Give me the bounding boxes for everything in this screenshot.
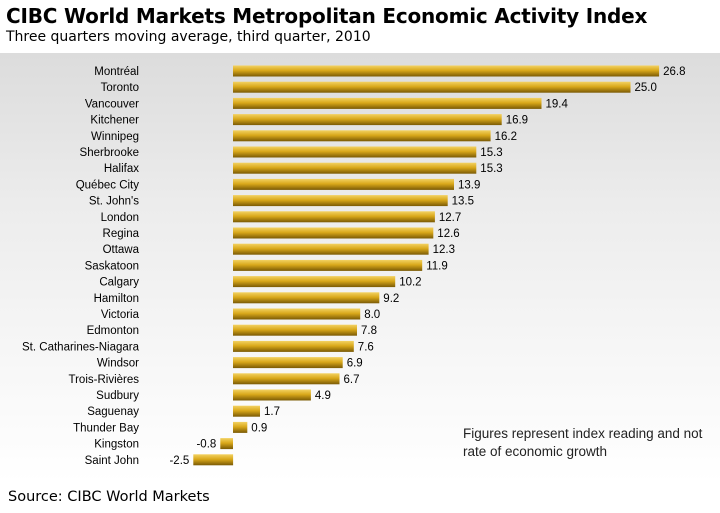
bar-11	[233, 243, 429, 255]
bar-21	[233, 405, 260, 417]
bar-8	[233, 195, 448, 207]
value-label: 7.6	[358, 341, 374, 353]
category-label: St. Catharines-Niagara	[22, 341, 140, 353]
category-label: Québec City	[76, 179, 140, 191]
bar-4	[233, 130, 491, 142]
category-label: Thunder Bay	[73, 422, 139, 434]
bar-15	[233, 308, 361, 320]
value-label: 16.9	[506, 115, 528, 127]
category-label: Saguenay	[87, 406, 139, 418]
value-label: 12.6	[437, 228, 459, 240]
category-label: Calgary	[99, 277, 139, 289]
category-label: Kingston	[94, 439, 139, 451]
bar-14	[233, 292, 380, 304]
bar-24	[193, 454, 234, 466]
category-label: Halifax	[104, 163, 139, 175]
value-label: 15.3	[480, 163, 502, 175]
value-label: 9.2	[383, 293, 399, 305]
value-label: 7.8	[361, 325, 377, 337]
bar-16	[233, 324, 357, 336]
category-label: Winnipeg	[91, 131, 139, 143]
category-label: Saint John	[85, 455, 139, 467]
category-label: Hamilton	[94, 293, 139, 305]
value-label: 8.0	[364, 309, 380, 321]
bar-0	[233, 65, 660, 77]
category-label: Regina	[103, 228, 140, 240]
category-label: Kitchener	[90, 115, 139, 127]
value-label: 6.9	[347, 358, 363, 370]
value-label: 13.9	[458, 179, 480, 191]
bar-2	[233, 97, 542, 109]
bar-23	[220, 438, 233, 450]
chart-subtitle: Three quarters moving average, third qua…	[6, 29, 371, 45]
value-label: 16.2	[495, 131, 517, 143]
bar-17	[233, 340, 354, 352]
category-label: Sherbrooke	[80, 147, 139, 159]
value-label: -0.8	[196, 439, 216, 451]
category-label: Toronto	[101, 82, 139, 94]
bar-chart-svg: Montréal 26.8 Toronto 25.0 Vancouver 19.4 Kitc…	[22, 65, 685, 467]
value-label: 26.8	[663, 66, 685, 78]
category-label: St. John's	[89, 196, 139, 208]
value-label: 1.7	[264, 406, 280, 418]
bar-3	[233, 114, 502, 126]
bar-12	[233, 259, 423, 271]
value-label: 12.3	[433, 244, 455, 256]
plot-area: Montréal 26.8 Toronto 25.0 Vancouver 19.4 Kitc…	[0, 53, 720, 483]
source-text: Source: CIBC World Markets	[8, 489, 210, 505]
category-label: Saskatoon	[85, 260, 139, 272]
bar-20	[233, 389, 311, 401]
bar-5	[233, 146, 477, 158]
category-label: Vancouver	[85, 98, 139, 110]
value-label: 19.4	[546, 98, 569, 110]
value-label: 10.2	[399, 277, 421, 289]
category-label: Sudbury	[96, 390, 139, 402]
value-label: 15.3	[480, 147, 502, 159]
bar-7	[233, 178, 454, 190]
bar-13	[233, 276, 396, 288]
value-label: 6.7	[344, 374, 360, 386]
bar-1	[233, 81, 631, 93]
value-label: 12.7	[439, 212, 461, 224]
category-label: Windsor	[97, 358, 139, 370]
value-label: 11.9	[426, 260, 448, 272]
value-label: 4.9	[315, 390, 331, 402]
value-label: 0.9	[251, 422, 267, 434]
value-label: 25.0	[635, 82, 657, 94]
value-label: -2.5	[169, 455, 189, 467]
category-label: London	[101, 212, 139, 224]
bar-6	[233, 162, 477, 174]
chart-annotation: Figures represent index reading and not …	[463, 426, 703, 459]
category-label: Edmonton	[87, 325, 139, 337]
category-label: Trois-Rivières	[69, 374, 140, 386]
category-label: Montréal	[94, 66, 139, 78]
bar-10	[233, 227, 434, 239]
chart-title: CIBC World Markets Metropolitan Economic…	[6, 4, 648, 28]
category-label: Victoria	[101, 309, 140, 321]
category-label: Ottawa	[103, 244, 140, 256]
bar-22	[233, 421, 248, 433]
bar-19	[233, 373, 340, 385]
bar-9	[233, 211, 435, 223]
bar-18	[233, 357, 343, 369]
value-label: 13.5	[452, 196, 474, 208]
